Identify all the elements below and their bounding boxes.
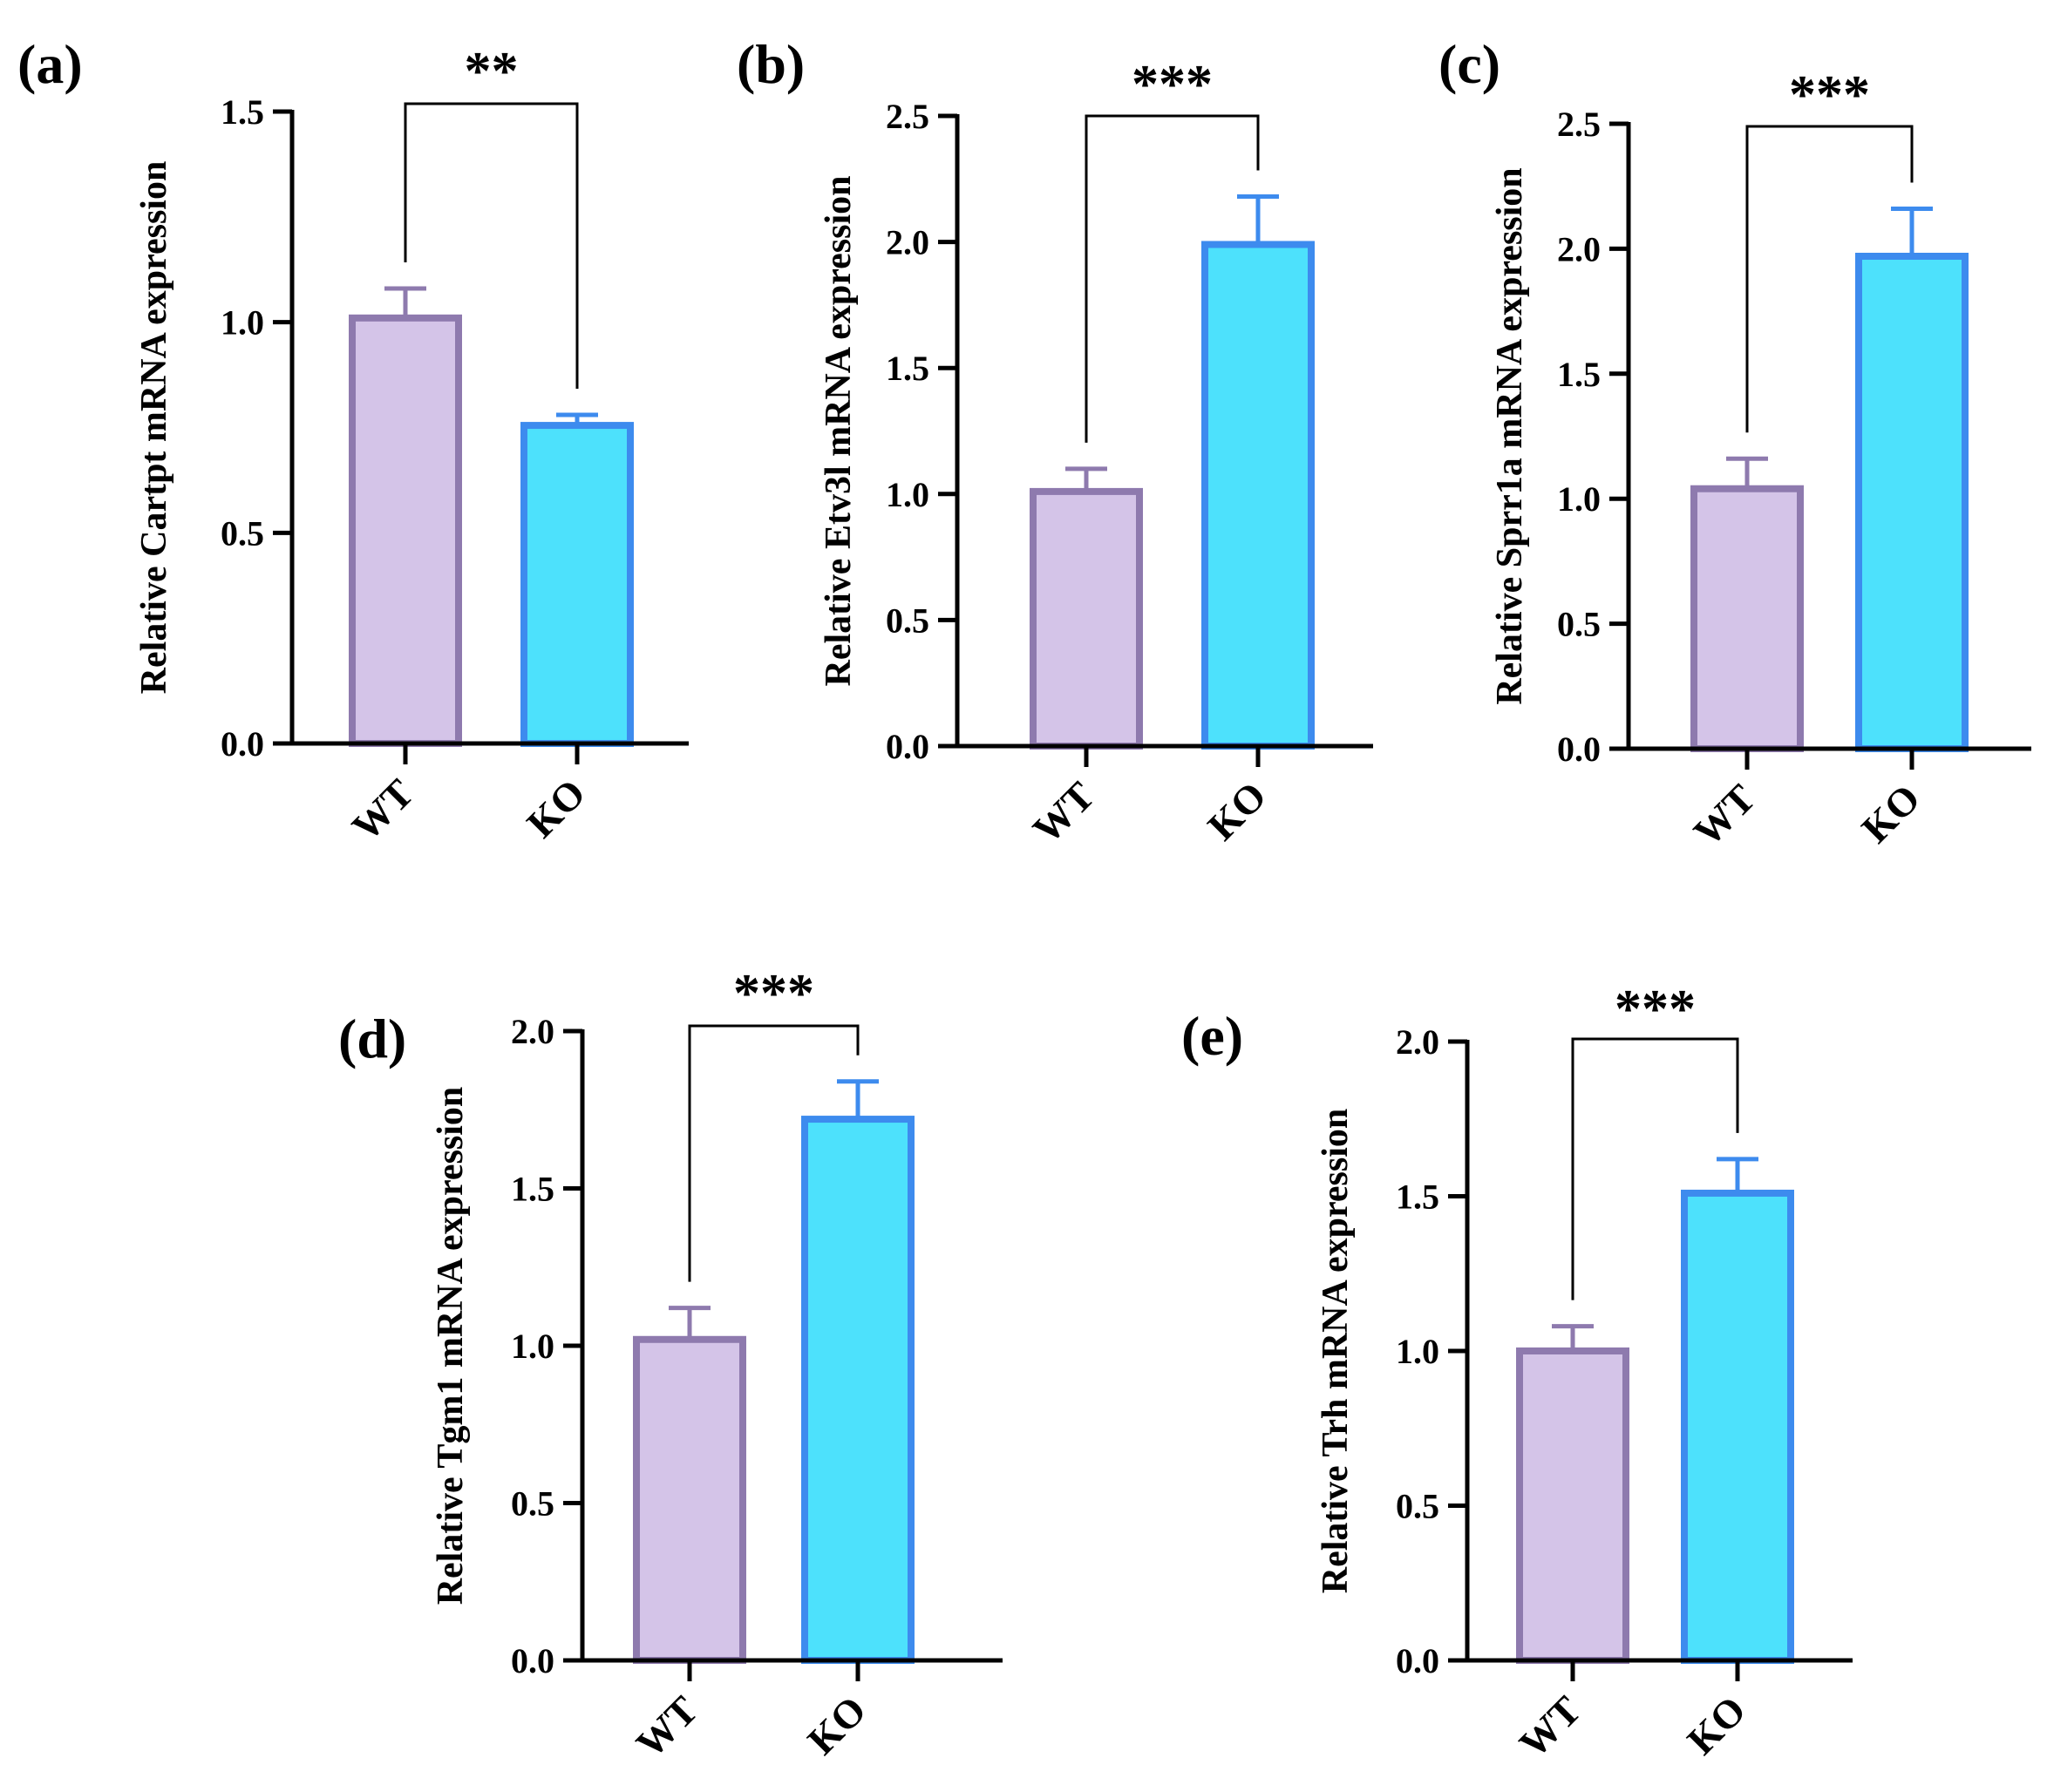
chart-panel-a: (a) 0.0 0.5 1.0 1.5 WT KO Relative Cartpt mRNA … (17, 33, 689, 849)
bar-wt (1690, 485, 1804, 753)
y-axis-title: Relative Etv3l mRNA expression (819, 175, 859, 686)
y-tick-label: 0.0 (221, 724, 264, 764)
significance-bracket (1571, 1037, 1739, 1300)
y-tick-label: 1.0 (221, 303, 264, 343)
y-tick-label: 2.5 (1557, 105, 1601, 144)
x-tick-label-wt: WT (1024, 773, 1103, 852)
y-tick-label: 1.5 (221, 92, 264, 132)
y-tick-label: 0.0 (1557, 730, 1601, 769)
y-tick-label: 2.0 (886, 223, 929, 262)
bar-wt (349, 314, 462, 747)
y-axis-title: Relative Sprr1a mRNA expression (1490, 167, 1530, 704)
panel-label: (d) (338, 1008, 406, 1069)
x-tick-label-ko: KO (518, 770, 594, 846)
bar-ko (1201, 241, 1315, 750)
significance-stars: ** (465, 42, 519, 101)
y-tick-label: 1.5 (511, 1170, 554, 1209)
y-tick-label: 0.5 (221, 513, 264, 553)
x-tick-label-ko: KO (1853, 776, 1928, 852)
chart-panel-d: (d) 0.0 0.5 1.0 1.5 2.0 WT KO Relative Tgm1 mRNA… (338, 964, 1003, 1766)
chart-panel-e: (e) 0.0 0.5 1.0 1.5 2.0 WT KO Relative Trh mRNA … (1181, 980, 1853, 1766)
significance-bracket (404, 102, 579, 389)
y-tick-label: 1.0 (1557, 479, 1601, 519)
chart-panel-b: (b) 0.0 0.5 1.0 1.5 2.0 2.5 WT KO Relative Etv3l … (737, 33, 1373, 852)
y-tick-label: 0.5 (886, 601, 929, 640)
panel-label: (c) (1438, 33, 1500, 95)
y-tick-label: 1.5 (1557, 355, 1601, 394)
bar-wt (633, 1335, 746, 1665)
y-tick-label: 1.0 (1396, 1332, 1439, 1371)
x-tick-label-wt: WT (1685, 776, 1764, 854)
chart-panel-c: (c) 0.0 0.5 1.0 1.5 2.0 2.5 WT KO Relative Sprr1a… (1438, 33, 2031, 854)
significance-bracket (1745, 125, 1914, 433)
x-tick-label-wt: WT (343, 770, 422, 849)
y-tick-label: 0.0 (1396, 1641, 1439, 1680)
x-tick-label-ko: KO (799, 1687, 874, 1763)
significance-bracket (688, 1024, 860, 1282)
significance-bracket (1085, 114, 1260, 443)
significance-stars: *** (1615, 980, 1696, 1039)
y-axis-title: Relative Tgm1 mRNA expression (431, 1087, 471, 1605)
y-tick-label: 0.0 (511, 1641, 554, 1680)
y-tick-label: 2.0 (511, 1012, 554, 1051)
y-tick-label: 2.0 (1557, 229, 1601, 268)
panel-label: (e) (1181, 1005, 1243, 1067)
y-tick-label: 1.5 (886, 349, 929, 388)
y-tick-label: 2.5 (886, 97, 929, 136)
y-tick-label: 2.0 (1396, 1022, 1439, 1062)
bar-ko (520, 422, 634, 747)
y-tick-label: 0.5 (1557, 605, 1601, 644)
x-tick-label-ko: KO (1678, 1687, 1754, 1763)
significance-stars: *** (733, 964, 814, 1023)
y-tick-label: 0.5 (1396, 1487, 1439, 1526)
y-axis-title: Relative Cartpt mRNA expression (134, 161, 174, 695)
bar-ko (1855, 253, 1969, 752)
x-tick-label-ko: KO (1199, 773, 1275, 849)
y-axis-title: Relative Trh mRNA expression (1316, 1109, 1356, 1593)
y-tick-label: 1.5 (1396, 1178, 1439, 1217)
bar-wt (1516, 1347, 1629, 1664)
significance-stars: *** (1789, 65, 1870, 125)
y-tick-label: 1.0 (886, 475, 929, 514)
x-tick-label-wt: WT (628, 1687, 706, 1766)
bar-wt (1030, 487, 1143, 750)
panel-label: (b) (737, 33, 805, 95)
significance-stars: *** (1132, 55, 1213, 114)
bar-ko (801, 1116, 915, 1664)
y-tick-label: 0.5 (511, 1484, 554, 1524)
panel-label: (a) (17, 33, 83, 95)
y-tick-label: 0.0 (886, 727, 929, 766)
bar-ko (1681, 1189, 1794, 1664)
x-tick-label-wt: WT (1511, 1687, 1589, 1766)
y-tick-label: 1.0 (511, 1327, 554, 1366)
